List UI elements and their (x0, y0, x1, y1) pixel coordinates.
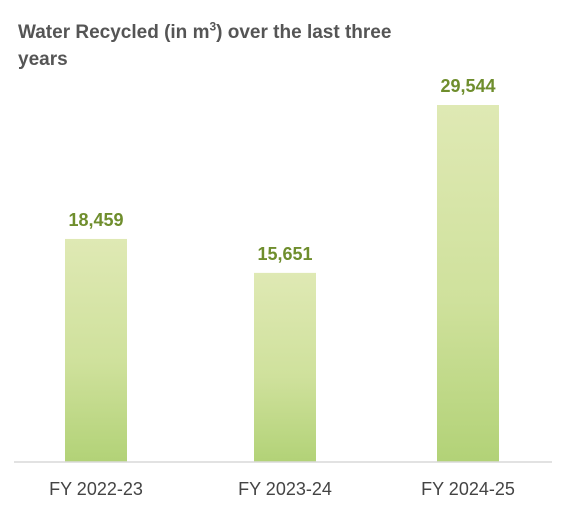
value-label: 29,544 (440, 76, 495, 96)
bars-group (65, 105, 499, 462)
chart-title-suffix: ) over the last three years (18, 22, 392, 70)
value-label: 15,651 (257, 244, 312, 264)
value-label: 18,459 (68, 210, 123, 230)
bar-fy-2023-24 (254, 272, 316, 462)
chart-title-prefix: Water Recycled (in m (18, 22, 210, 43)
x-tick-label: FY 2022-23 (49, 479, 143, 499)
x-tick-label: FY 2023-24 (238, 479, 332, 499)
chart-title-superscript: 3 (209, 19, 217, 34)
chart-title: Water Recycled (in m3) over the last thr… (18, 19, 438, 73)
bar-fy-2024-25 (437, 105, 499, 462)
x-tick-label: FY 2024-25 (421, 479, 515, 499)
labels-group: 18,459 FY 2022-23 15,651 FY 2023-24 29,544 FY… (49, 76, 515, 499)
bar-fy-2022-23 (65, 238, 127, 462)
